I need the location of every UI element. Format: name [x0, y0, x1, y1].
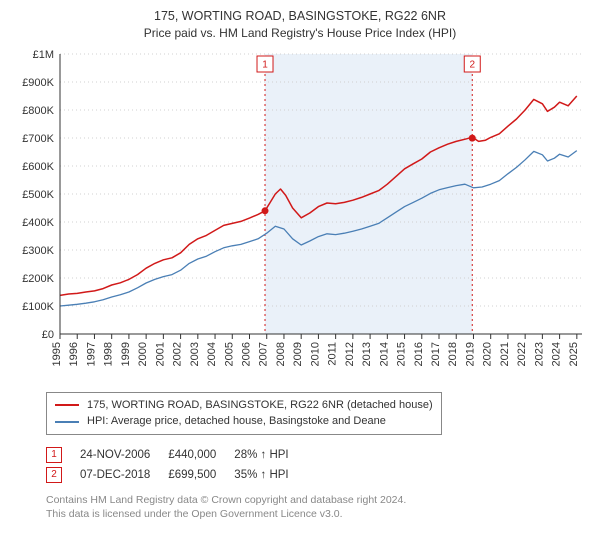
x-tick-label: 2003 — [189, 342, 201, 366]
x-tick-label: 2004 — [206, 342, 218, 366]
x-tick-label: 2025 — [568, 342, 580, 366]
legend-box: 175, WORTING ROAD, BASINGSTOKE, RG22 6NR… — [46, 392, 442, 435]
sale-marker-number: 1 — [262, 59, 268, 70]
sale-marker-dot — [262, 207, 269, 214]
sale-delta: 28% ↑ HPI — [234, 445, 306, 465]
legend-row: HPI: Average price, detached house, Basi… — [55, 413, 433, 430]
x-tick-label: 2009 — [292, 342, 304, 366]
sale-row-marker: 1 — [46, 447, 62, 463]
x-tick-label: 2013 — [361, 342, 373, 366]
sale-row-marker: 2 — [46, 467, 62, 483]
x-tick-label: 2018 — [447, 342, 459, 366]
x-tick-label: 1995 — [51, 342, 63, 366]
x-tick-label: 2005 — [223, 342, 235, 366]
x-tick-label: 2000 — [137, 342, 149, 366]
x-tick-label: 1998 — [103, 342, 115, 366]
sale-delta: 35% ↑ HPI — [234, 465, 306, 485]
footnote-line-2: This data is licensed under the Open Gov… — [46, 507, 588, 521]
x-tick-label: 1997 — [85, 342, 97, 366]
sale-row: 2 07-DEC-2018£699,50035% ↑ HPI — [46, 465, 307, 485]
x-tick-label: 2001 — [154, 342, 166, 366]
x-tick-label: 2019 — [464, 342, 476, 366]
legend-label: HPI: Average price, detached house, Basi… — [87, 413, 386, 430]
x-tick-label: 1999 — [120, 342, 132, 366]
footnote: Contains HM Land Registry data © Crown c… — [46, 493, 588, 521]
x-tick-label: 2016 — [413, 342, 425, 366]
sale-price: £440,000 — [168, 445, 234, 465]
sale-row: 1 24-NOV-2006£440,00028% ↑ HPI — [46, 445, 307, 465]
y-tick-label: £300K — [22, 245, 54, 257]
y-tick-label: £900K — [22, 77, 54, 89]
sale-price: £699,500 — [168, 465, 234, 485]
footnote-line-1: Contains HM Land Registry data © Crown c… — [46, 493, 588, 507]
y-tick-label: £600K — [22, 161, 54, 173]
y-tick-label: £500K — [22, 189, 54, 201]
sales-table: 1 24-NOV-2006£440,00028% ↑ HPI 2 07-DEC-201… — [46, 445, 588, 485]
sale-date: 24-NOV-2006 — [80, 445, 168, 465]
chart-frame: 175, WORTING ROAD, BASINGSTOKE, RG22 6NR… — [0, 0, 600, 560]
y-tick-label: £1M — [33, 49, 54, 61]
x-tick-label: 2024 — [551, 342, 563, 366]
legend-swatch — [55, 421, 79, 423]
x-tick-label: 2011 — [327, 342, 339, 366]
legend-row: 175, WORTING ROAD, BASINGSTOKE, RG22 6NR… — [55, 397, 433, 414]
x-tick-label: 2017 — [430, 342, 442, 366]
x-tick-label: 2021 — [499, 342, 511, 366]
sale-date: 07-DEC-2018 — [80, 465, 168, 485]
y-tick-label: £700K — [22, 133, 54, 145]
x-tick-label: 2023 — [533, 342, 545, 366]
x-tick-label: 2006 — [241, 342, 253, 366]
x-tick-label: 2015 — [396, 342, 408, 366]
y-tick-label: £100K — [22, 301, 54, 313]
x-tick-label: 2012 — [344, 342, 356, 366]
x-tick-label: 2022 — [516, 342, 528, 366]
y-tick-label: £400K — [22, 217, 54, 229]
y-tick-label: £800K — [22, 105, 54, 117]
chart-svg: £0 £100K £200K £300K £400K £500K £600K £700K £80… — [12, 46, 588, 386]
x-tick-label: 2014 — [378, 342, 390, 366]
sale-marker-number: 2 — [469, 59, 475, 70]
x-tick-label: 2008 — [275, 342, 287, 366]
x-tick-label: 1996 — [68, 342, 80, 366]
y-tick-label: £0 — [42, 329, 54, 341]
chart-holder: £0 £100K £200K £300K £400K £500K £600K £700K £80… — [12, 46, 588, 386]
x-tick-label: 2020 — [482, 342, 494, 366]
legend-swatch — [55, 404, 79, 406]
x-tick-label: 2007 — [258, 342, 270, 366]
x-tick-label: 2002 — [172, 342, 184, 366]
y-tick-label: £200K — [22, 273, 54, 285]
x-tick-label: 2010 — [309, 342, 321, 366]
chart-subtitle: Price paid vs. HM Land Registry's House … — [12, 26, 588, 42]
chart-title: 175, WORTING ROAD, BASINGSTOKE, RG22 6NR — [12, 8, 588, 24]
sale-marker-dot — [469, 134, 476, 141]
legend-label: 175, WORTING ROAD, BASINGSTOKE, RG22 6NR… — [87, 397, 433, 414]
